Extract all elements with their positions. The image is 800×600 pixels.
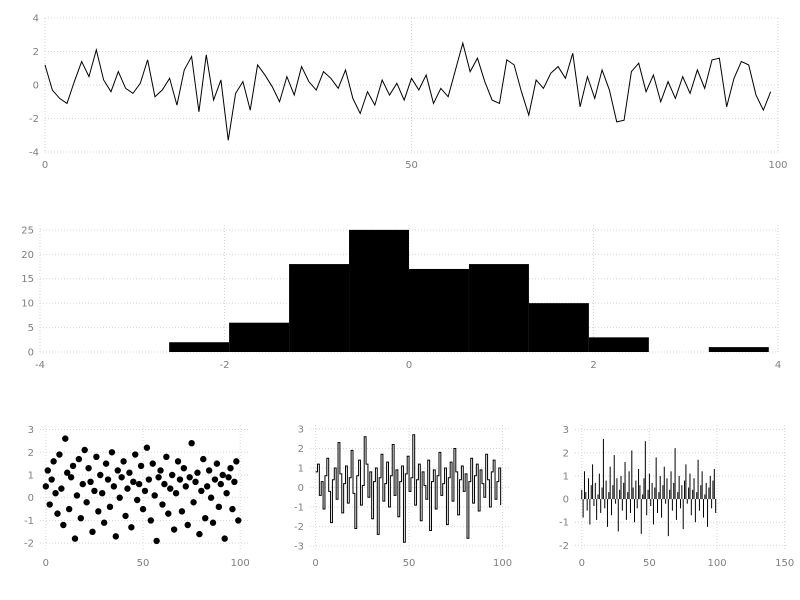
svg-text:50: 50 — [643, 558, 656, 569]
svg-text:50: 50 — [137, 558, 150, 569]
svg-text:100: 100 — [493, 558, 512, 569]
figure-row-bottom: 0 50 100 -2 -1 0 1 2 3 0 50 100 -3 -2 -1 0 1 2 3 0 50 100 15… — [0, 390, 800, 590]
svg-text:0: 0 — [33, 81, 39, 92]
stem-chart: 0 50 100 150 -2 -1 0 1 2 3 — [559, 425, 794, 569]
svg-text:0: 0 — [406, 360, 412, 371]
svg-text:100: 100 — [707, 558, 726, 569]
svg-text:-1: -1 — [559, 518, 569, 529]
figure-row-middle: -4 -2 0 2 4 0 5 10 15 20 25 — [0, 190, 800, 390]
svg-text:-2: -2 — [559, 541, 569, 552]
svg-text:0: 0 — [579, 558, 585, 569]
svg-text:0: 0 — [43, 558, 49, 569]
svg-text:2: 2 — [28, 448, 34, 459]
svg-text:0: 0 — [28, 493, 34, 504]
svg-text:1: 1 — [28, 471, 34, 482]
svg-text:2: 2 — [590, 360, 596, 371]
svg-text:25: 25 — [21, 225, 34, 236]
svg-text:50: 50 — [405, 160, 418, 171]
svg-text:5: 5 — [28, 323, 34, 334]
svg-text:3: 3 — [298, 424, 304, 435]
svg-text:-2: -2 — [29, 114, 39, 125]
svg-text:-4: -4 — [29, 148, 39, 159]
svg-text:0: 0 — [563, 495, 569, 506]
histogram-chart: -4 -2 0 2 4 0 5 10 15 20 25 — [21, 225, 781, 371]
svg-text:0: 0 — [28, 348, 34, 359]
svg-text:2: 2 — [33, 47, 39, 58]
svg-text:-1: -1 — [24, 516, 34, 527]
svg-text:-3: -3 — [294, 542, 304, 553]
svg-text:10: 10 — [21, 299, 34, 310]
svg-text:100: 100 — [768, 160, 787, 171]
svg-text:-1: -1 — [294, 503, 304, 514]
svg-text:1: 1 — [563, 471, 569, 482]
svg-text:50: 50 — [403, 558, 416, 569]
figure-row-top: 0 50 100 -4 -2 0 2 4 — [0, 10, 800, 190]
svg-text:100: 100 — [231, 558, 250, 569]
svg-text:150: 150 — [775, 558, 794, 569]
svg-text:-2: -2 — [24, 539, 34, 550]
svg-text:2: 2 — [563, 448, 569, 459]
svg-text:3: 3 — [563, 425, 569, 436]
svg-text:4: 4 — [33, 14, 39, 25]
svg-text:-4: -4 — [35, 360, 45, 371]
scatter-chart: 0 50 100 -2 -1 0 1 2 3 — [24, 425, 250, 569]
svg-text:1: 1 — [298, 463, 304, 474]
svg-text:20: 20 — [21, 250, 34, 261]
svg-text:3: 3 — [28, 425, 34, 436]
step-chart: 0 50 100 -3 -2 -1 0 1 2 3 — [294, 424, 512, 569]
svg-text:0: 0 — [42, 160, 48, 171]
svg-text:0: 0 — [298, 483, 304, 494]
svg-text:-2: -2 — [220, 360, 230, 371]
svg-text:0: 0 — [312, 558, 318, 569]
svg-text:15: 15 — [21, 274, 34, 285]
svg-text:4: 4 — [775, 360, 781, 371]
timeseries-chart: 0 50 100 -4 -2 0 2 4 — [29, 14, 788, 172]
svg-text:-2: -2 — [294, 522, 304, 533]
svg-text:2: 2 — [298, 444, 304, 455]
